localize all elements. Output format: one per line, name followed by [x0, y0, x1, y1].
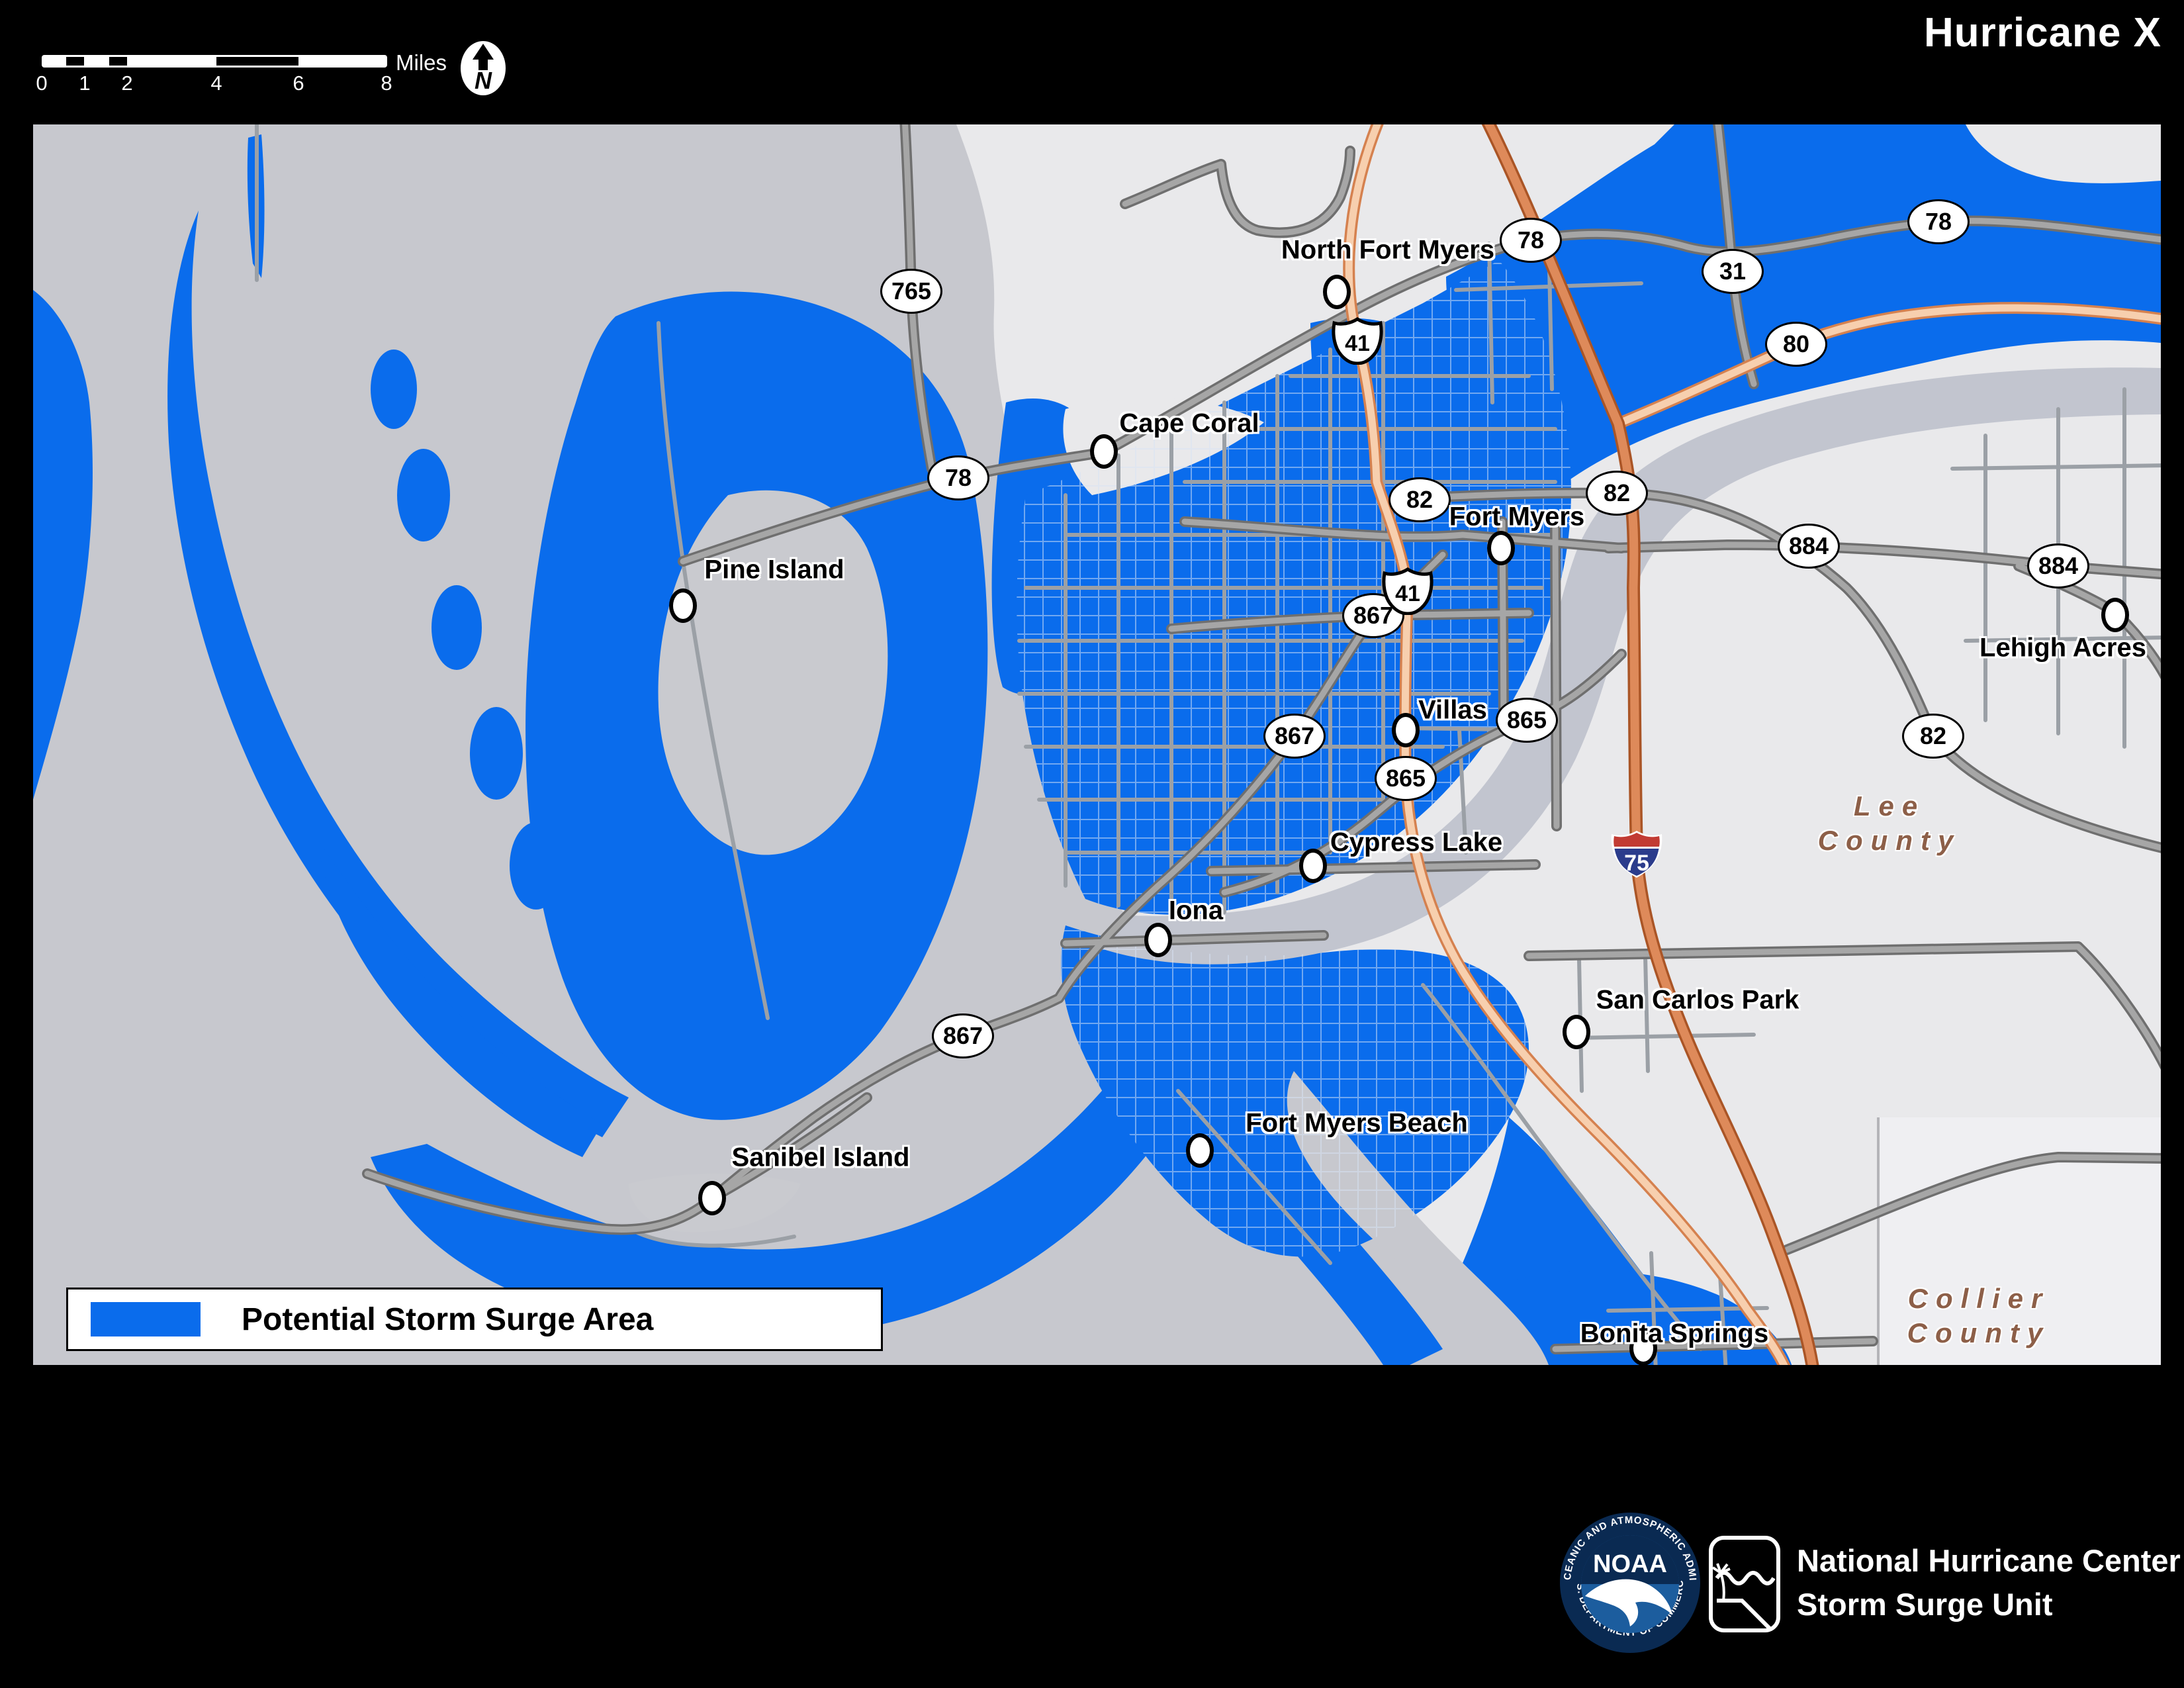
scale-tick: 0: [36, 71, 48, 95]
route-shield-ellipse: 867: [1342, 593, 1404, 638]
footer-org-line2: Storm Surge Unit: [1797, 1587, 2053, 1622]
route-shield-number: 82: [1603, 479, 1631, 506]
city-marker: [1629, 1331, 1657, 1365]
nhc-storm-surge-icon: [1709, 1536, 1780, 1632]
city-marker: [698, 1181, 726, 1215]
county-label: Collier County: [1907, 1282, 2051, 1350]
us-route-shield: 41: [1382, 567, 1433, 616]
route-shield-number: 867: [1274, 722, 1315, 749]
page-title: Hurricane X: [1923, 10, 2161, 56]
city-label: Fort Myers: [1449, 502, 1585, 532]
route-shield-ellipse: 867: [932, 1013, 994, 1058]
scale-bar-segment: [66, 57, 84, 66]
city-marker: [1487, 531, 1515, 565]
us-route-shield: 41: [1332, 317, 1383, 365]
route-shield-number: 884: [2038, 552, 2079, 579]
route-shield-number: 867: [942, 1022, 983, 1049]
scale-unit-label: Miles: [396, 50, 447, 75]
city-label: North Fort Myers: [1281, 235, 1495, 265]
map-geography: [33, 124, 2161, 1365]
city-marker: [1090, 434, 1118, 469]
city-label: Cape Coral: [1119, 408, 1259, 438]
city-marker: [669, 588, 697, 623]
svg-text:N: N: [475, 67, 492, 94]
route-shield-number: 80: [1782, 330, 1810, 357]
route-shield-number: 31: [1719, 258, 1747, 285]
route-shield-ellipse: 31: [1702, 249, 1764, 294]
noaa-word: NOAA: [1593, 1550, 1667, 1578]
scale-tick: 2: [121, 71, 133, 95]
route-shield-ellipse: 867: [1263, 714, 1326, 759]
county-label: Lee County: [1818, 789, 1962, 858]
noaa-logo: NATIONAL OCEANIC AND ATMOSPHERIC ADMINIS…: [1559, 1511, 1700, 1653]
route-shield-ellipse: 884: [2027, 543, 2089, 588]
city-label: Iona: [1168, 896, 1224, 925]
city-marker: [1299, 849, 1327, 883]
route-shield-number: 78: [944, 464, 972, 491]
city-marker: [1144, 923, 1172, 957]
scale-bar-segment: [216, 57, 298, 66]
footer-org-line1: National Hurricane Center: [1797, 1543, 2181, 1578]
top-bar: 0 1 2 4 6 8 Miles N Hurricane X: [0, 0, 2184, 124]
interstate-shield: 75: [1610, 829, 1663, 878]
route-shield-ellipse: 78: [927, 455, 989, 500]
scale-bar-segment: [109, 57, 127, 66]
city-marker: [1563, 1015, 1590, 1049]
city-label: Sanibel Island: [731, 1143, 910, 1172]
route-shield-number: 78: [1517, 226, 1545, 254]
route-shield-number: 41: [1345, 330, 1370, 356]
city-label: Pine Island: [704, 555, 844, 585]
route-shield-number: 884: [1788, 532, 1829, 559]
route-shield-number: 78: [1925, 208, 1952, 235]
city-marker: [1392, 713, 1420, 747]
city-marker: [1186, 1133, 1214, 1168]
county-name-line: County: [1817, 825, 1962, 856]
legend-label: Potential Storm Surge Area: [242, 1301, 654, 1337]
county-name-line: Lee: [1853, 790, 1926, 821]
scale-tick: 1: [79, 71, 91, 95]
route-shield-ellipse: 82: [1586, 471, 1648, 516]
route-shield-number: 865: [1385, 765, 1426, 792]
route-shield-number: 865: [1506, 706, 1547, 733]
legend-surge-swatch: [91, 1302, 201, 1336]
route-shield-number: 765: [891, 277, 932, 305]
scale-bar: [42, 55, 387, 68]
legend: Potential Storm Surge Area: [66, 1288, 883, 1351]
route-shield-ellipse: 82: [1902, 714, 1964, 759]
north-arrow-icon: N: [461, 41, 506, 95]
scale-tick: 6: [293, 71, 304, 95]
route-shield-ellipse: 78: [1907, 199, 1970, 244]
route-shield-ellipse: 865: [1496, 698, 1558, 743]
city-label: Fort Myers Beach: [1246, 1108, 1468, 1138]
route-shield-number: 75: [1624, 850, 1649, 876]
route-shield-ellipse: 82: [1388, 477, 1451, 522]
route-shield-ellipse: 765: [880, 269, 942, 314]
route-shield-number: 867: [1353, 602, 1394, 629]
map-canvas: North Fort Myers Cape Coral Fort Myers Pine…: [33, 124, 2161, 1365]
scale-bar-ticks: 0 1 2 4 6 8: [0, 71, 430, 95]
route-shield-ellipse: 78: [1500, 218, 1562, 263]
city-label: Villas: [1418, 695, 1487, 725]
route-shield-ellipse: 865: [1375, 756, 1437, 801]
scale-tick: 8: [381, 71, 392, 95]
route-shield-ellipse: 884: [1778, 524, 1840, 569]
city-label: Bonita Springs: [1580, 1319, 1769, 1348]
city-label: Lehigh Acres: [1979, 633, 2146, 663]
city-label: San Carlos Park: [1596, 985, 1799, 1015]
county-name-line: County: [1907, 1317, 2051, 1348]
city-marker: [2101, 598, 2129, 632]
route-shield-ellipse: 80: [1765, 322, 1827, 367]
city-label: Cypress Lake: [1330, 827, 1503, 857]
scale-tick: 4: [210, 71, 222, 95]
county-name-line: Collier: [1907, 1283, 2050, 1314]
city-marker: [1323, 275, 1351, 309]
route-shield-number: 82: [1406, 486, 1433, 513]
route-shield-number: 82: [1919, 722, 1947, 749]
route-shield-number: 41: [1395, 581, 1420, 606]
